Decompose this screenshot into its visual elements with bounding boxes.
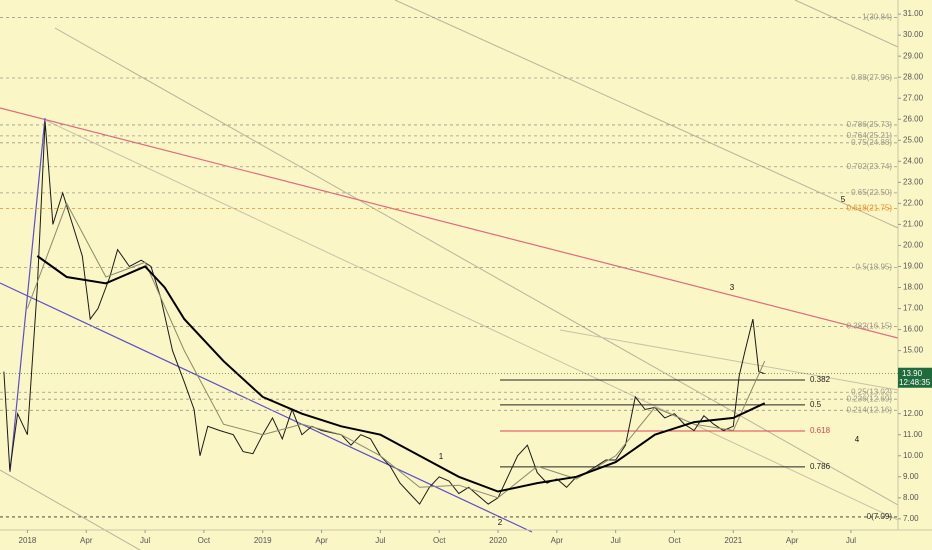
y-tick-label: 29.00 bbox=[903, 51, 924, 60]
level-label: 0.382 bbox=[810, 375, 831, 384]
y-tick-label: 23.00 bbox=[903, 177, 924, 186]
fib-label: 0.65(22.50) bbox=[851, 188, 892, 197]
channels bbox=[0, 0, 899, 550]
y-tick-label: 15.00 bbox=[903, 346, 924, 355]
fib-label: 0.382(16.15) bbox=[847, 322, 893, 331]
x-tick-label: Apr bbox=[551, 536, 564, 545]
y-tick-label: 26.00 bbox=[903, 114, 924, 123]
x-tick-label: Oct bbox=[198, 536, 211, 545]
x-tick-label: Jul bbox=[140, 536, 150, 545]
wave-line bbox=[9, 117, 46, 473]
wave-label: 1 bbox=[439, 452, 444, 461]
x-tick-label: 2018 bbox=[19, 536, 37, 545]
wave-label: 3 bbox=[730, 283, 735, 292]
fib-label: 0.618(21.75) bbox=[847, 204, 893, 213]
x-tick-label: Jul bbox=[375, 536, 385, 545]
x-tick-label: 2019 bbox=[254, 536, 272, 545]
y-tick-label: 30.00 bbox=[903, 30, 924, 39]
price-line bbox=[36, 255, 766, 493]
x-tick-label: Apr bbox=[315, 536, 328, 545]
y-tick-label: 22.00 bbox=[903, 198, 924, 207]
x-tick-label: Apr bbox=[80, 536, 93, 545]
y-tick-label: 16.00 bbox=[903, 325, 924, 334]
x-tick-label: Apr bbox=[786, 536, 799, 545]
price-axis bbox=[898, 0, 932, 550]
y-tick-label: 9.00 bbox=[903, 472, 919, 481]
y-tick-label: 11.00 bbox=[903, 430, 923, 439]
fib-label: 0.75(24.88) bbox=[851, 138, 892, 147]
fib-label: 0.88(27.96) bbox=[851, 73, 892, 82]
last-price: 13.90 bbox=[902, 369, 923, 378]
y-tick-label: 7.00 bbox=[903, 514, 919, 523]
fib-label: 0.764(25.21) bbox=[847, 131, 893, 140]
fib-label: 0(7.09) bbox=[867, 512, 893, 521]
y-tick-label: 20.00 bbox=[903, 241, 924, 250]
y-tick-label: 25.00 bbox=[903, 135, 924, 144]
x-tick-label: Oct bbox=[668, 536, 681, 545]
wave-label: 4 bbox=[855, 435, 860, 444]
level-label: 0.5 bbox=[810, 400, 822, 409]
y-tick-label: 19.00 bbox=[903, 262, 924, 271]
fib-label: 0.214(12.16) bbox=[847, 405, 893, 414]
x-tick-label: 2020 bbox=[489, 536, 507, 545]
wave-label: 2 bbox=[498, 518, 503, 527]
y-tick-label: 8.00 bbox=[903, 493, 919, 502]
fib-label: 0.25(13.02) bbox=[851, 387, 892, 396]
fib-label: 0.786(25.73) bbox=[847, 120, 893, 129]
price-line bbox=[26, 202, 766, 499]
y-tick-label: 28.00 bbox=[903, 72, 924, 81]
fib-label: 0.236(12.69) bbox=[847, 394, 893, 403]
fib-label: 1(30.84) bbox=[862, 13, 892, 22]
fib-label: 0.5(18.95) bbox=[856, 263, 893, 272]
y-tick-label: 17.00 bbox=[903, 304, 924, 313]
countdown: 12:48:35 bbox=[899, 378, 931, 387]
y-tick-label: 27.00 bbox=[903, 93, 924, 102]
level-label: 0.618 bbox=[810, 426, 831, 435]
y-tick-label: 12.00 bbox=[903, 409, 924, 418]
y-tick-label: 18.00 bbox=[903, 283, 924, 292]
x-tick-label: 2021 bbox=[724, 536, 742, 545]
x-tick-label: Jul bbox=[846, 536, 856, 545]
y-tick-label: 10.00 bbox=[903, 451, 924, 460]
last-price-box bbox=[898, 367, 932, 388]
trend-line bbox=[0, 282, 533, 533]
trend-line bbox=[0, 107, 899, 339]
y-tick-label: 21.00 bbox=[903, 220, 924, 229]
y-tick-label: 31.00 bbox=[903, 9, 924, 18]
x-tick-label: Oct bbox=[433, 536, 446, 545]
fib-label: 0.702(23.74) bbox=[847, 162, 893, 171]
y-tick-label: 24.00 bbox=[903, 156, 924, 165]
wave-label: 5 bbox=[841, 195, 846, 204]
x-tick-label: Jul bbox=[611, 536, 621, 545]
level-label: 0.786 bbox=[810, 462, 831, 471]
price-line bbox=[3, 121, 765, 505]
